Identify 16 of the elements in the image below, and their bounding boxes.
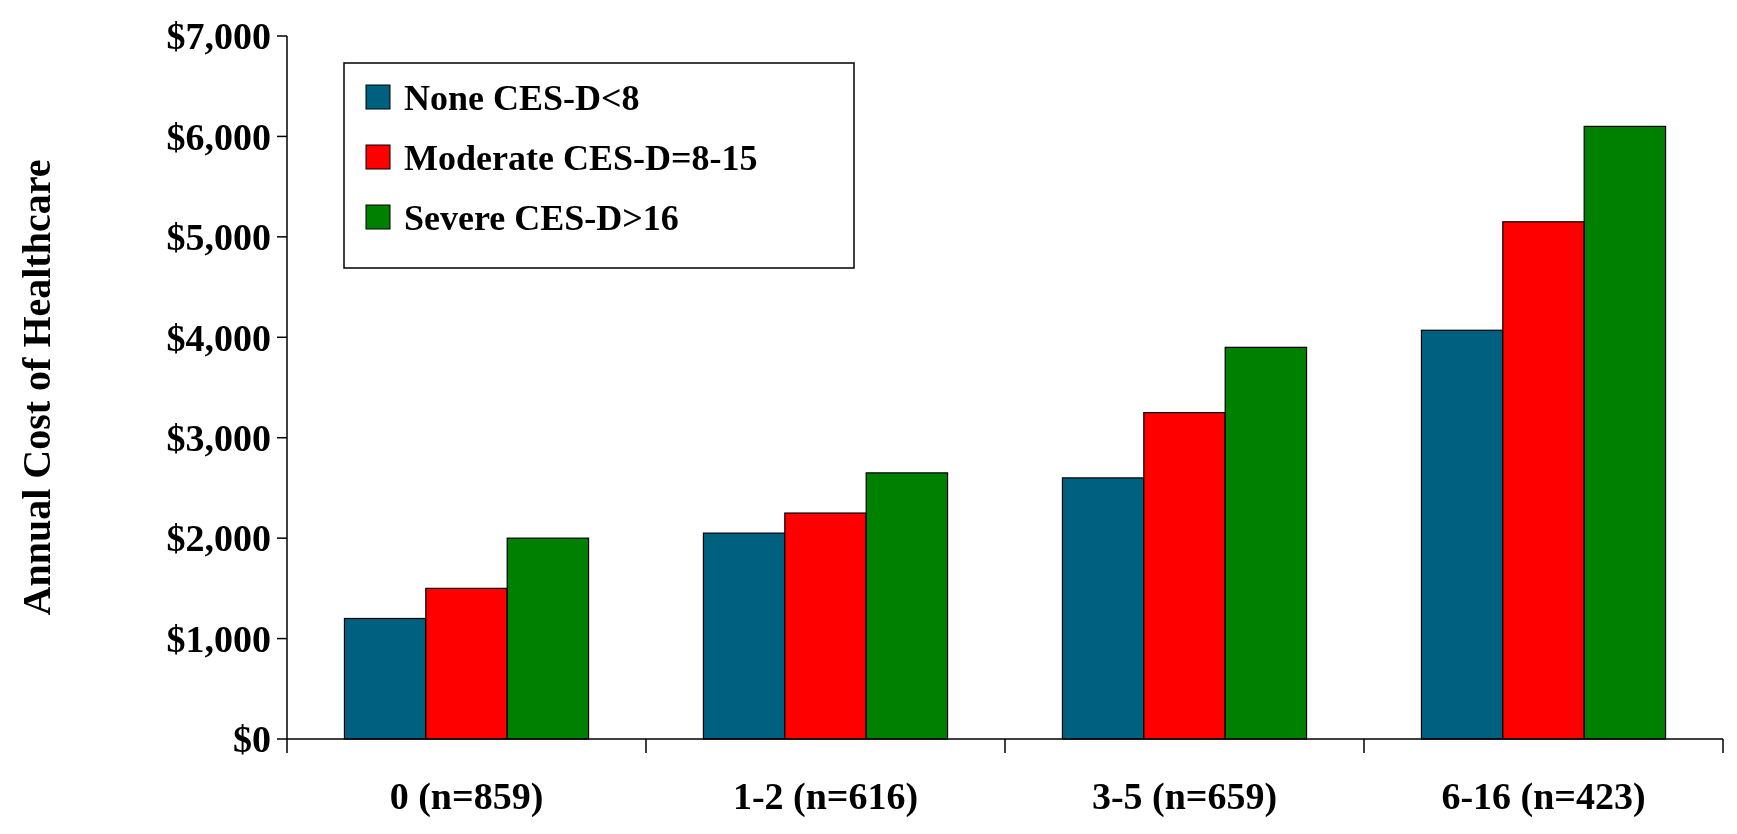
x-tick-label: 0 (n=859) <box>389 775 544 818</box>
legend-label: Severe CES-D>16 <box>404 197 679 238</box>
legend-label: None CES-D<8 <box>404 77 640 118</box>
y-tick-label: $3,000 <box>166 417 271 460</box>
y-tick-label: $1,000 <box>166 617 271 660</box>
y-tick-label: $6,000 <box>166 115 271 158</box>
x-tick-label: 1-2 (n=616) <box>732 775 919 818</box>
x-tick-label: 3-5 (n=659) <box>1091 775 1278 818</box>
legend-label: Moderate CES-D=8-15 <box>404 137 758 178</box>
y-tick-label: $5,000 <box>166 216 271 259</box>
y-tick-label: $2,000 <box>166 517 271 560</box>
y-axis-title: Annual Cost of Healthcare <box>14 159 59 616</box>
x-tick-label: 6-16 (n=423) <box>1441 775 1646 818</box>
y-tick-label: $4,000 <box>166 316 271 359</box>
y-tick-label: $0 <box>233 718 271 761</box>
y-tick-label: $7,000 <box>166 15 271 58</box>
